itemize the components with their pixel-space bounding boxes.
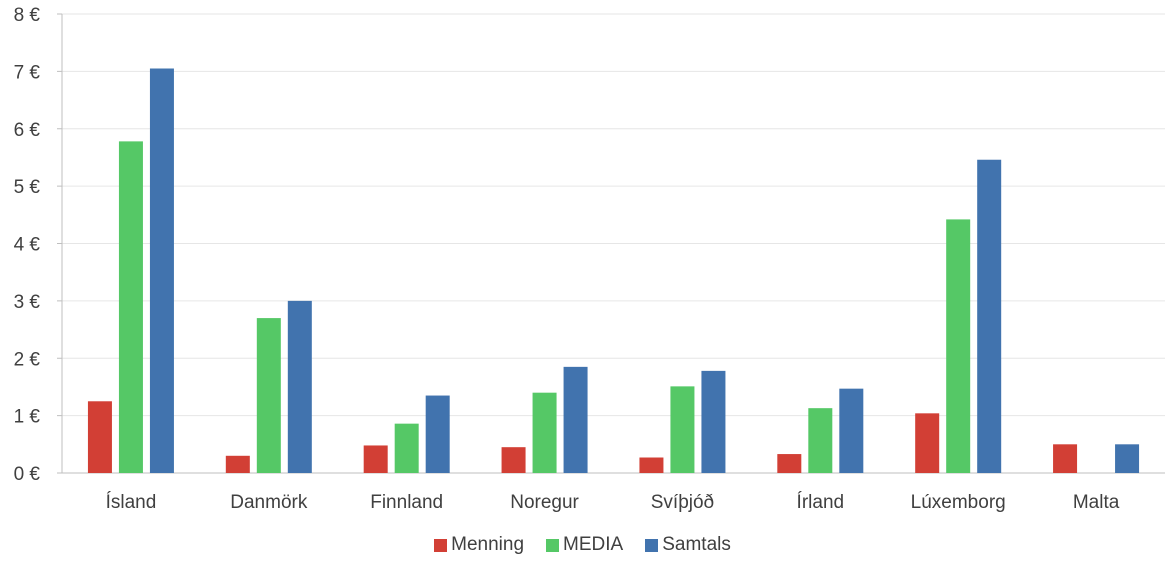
x-tick-label: Noregur — [510, 492, 579, 513]
bar-menning — [225, 455, 250, 473]
bar-media — [256, 318, 281, 473]
bar-media — [394, 423, 419, 473]
bar-menning — [1053, 444, 1078, 473]
y-tick-label: 5 € — [14, 177, 41, 198]
bar-media — [670, 386, 695, 473]
x-tick-label: Malta — [1073, 492, 1120, 513]
y-tick-label: 6 € — [14, 120, 41, 141]
bar-menning — [363, 445, 388, 473]
bar-media — [808, 408, 833, 473]
bar-samtals — [1115, 444, 1140, 473]
x-tick-label: Írland — [797, 492, 845, 513]
bar-samtals — [839, 388, 864, 473]
y-tick-label: 8 € — [14, 5, 41, 26]
legend-label: MEDIA — [563, 534, 624, 555]
bar-media — [532, 392, 557, 473]
legend-swatch — [434, 538, 448, 552]
bar-media — [118, 141, 143, 473]
y-tick-label: 4 € — [14, 235, 41, 256]
y-tick-label: 0 € — [14, 464, 41, 485]
legend-swatch — [645, 538, 659, 552]
bar-menning — [639, 457, 664, 473]
bar-samtals — [287, 300, 312, 473]
legend: Menning MEDIA Samtals — [0, 534, 1165, 556]
x-tick-label: Lúxemborg — [911, 492, 1006, 513]
bar-menning — [915, 413, 940, 473]
bar-samtals — [977, 159, 1002, 474]
legend-label: Samtals — [662, 534, 731, 555]
legend-item: Menning — [434, 534, 524, 556]
legend-label: Menning — [451, 534, 525, 555]
y-tick-label: 7 € — [14, 62, 41, 83]
bar-menning — [777, 454, 802, 473]
x-tick-label: Svíþjóð — [651, 492, 714, 513]
bar-samtals — [149, 68, 174, 473]
x-tick-label: Ísland — [106, 492, 157, 513]
tick-labels: 0 € 1 € 2 € 3 € 4 € 5 € 6 € 7 € 8 € Ísland Danmörk… — [14, 5, 1120, 513]
bar-menning — [87, 401, 112, 473]
bar-samtals — [701, 370, 726, 473]
bar-menning — [501, 447, 526, 473]
legend-item: MEDIA — [546, 534, 623, 556]
legend-swatch — [546, 538, 560, 552]
bars — [87, 68, 1140, 474]
x-tick-label: Danmörk — [230, 492, 308, 513]
legend-item: Samtals — [645, 534, 731, 556]
bar-samtals — [563, 366, 588, 473]
y-tick-label: 2 € — [14, 349, 41, 370]
x-tick-label: Finnland — [370, 492, 443, 513]
y-tick-label: 3 € — [14, 292, 41, 313]
bar-samtals — [425, 395, 450, 473]
gridlines — [62, 13, 1165, 417]
bar-chart: 0 € 1 € 2 € 3 € 4 € 5 € 6 € 7 € 8 € Ísland Danmörk… — [14, 5, 1165, 513]
y-tick-label: 1 € — [14, 407, 41, 428]
bar-media — [946, 219, 971, 473]
